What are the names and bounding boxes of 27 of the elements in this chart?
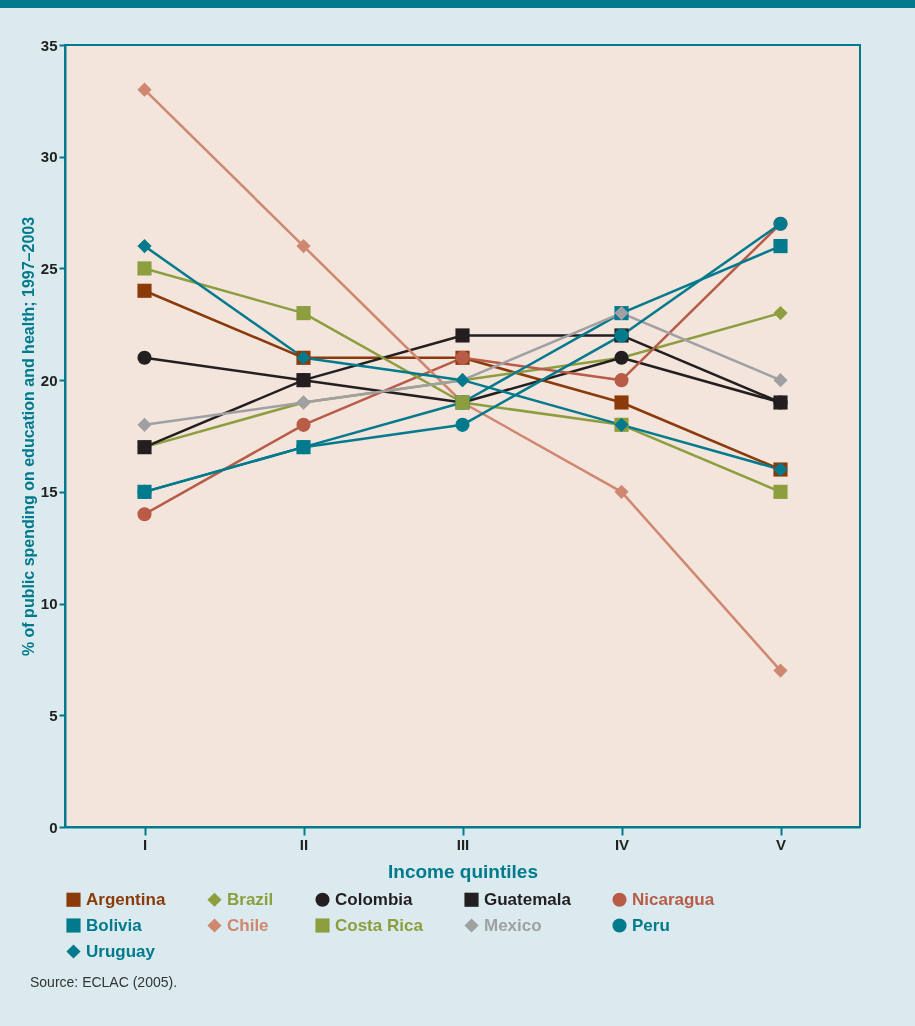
legend-label: Nicaragua: [632, 889, 715, 909]
y-tick-label: 0: [49, 818, 58, 836]
y-tick-label: 30: [40, 148, 58, 166]
y-tick-label: 20: [40, 371, 58, 389]
y-tick-label: 5: [49, 706, 58, 724]
x-tick-label: I: [142, 835, 148, 853]
x-tick-label: IV: [614, 835, 630, 853]
legend-label: Peru: [632, 915, 670, 935]
legend-label: Brazil: [227, 889, 274, 909]
legend-label: Argentina: [86, 889, 166, 909]
x-tick-label: V: [775, 835, 787, 853]
x-tick-label: III: [456, 835, 470, 853]
y-tick-label: 10: [40, 595, 58, 613]
legend-label: Guatemala: [484, 889, 572, 909]
y-tick-label: 35: [40, 36, 58, 54]
legend-label: Uruguay: [86, 941, 156, 961]
y-tick-label: 15: [40, 483, 58, 501]
y-tick-label: 25: [40, 259, 58, 277]
legend-label: Costa Rica: [335, 915, 424, 935]
y-axis-title: % of public spending on education and health; 1997–2003: [19, 216, 37, 657]
x-axis-title: Income quintiles: [388, 860, 538, 882]
x-tick-label: II: [299, 835, 309, 853]
legend-label: Chile: [227, 915, 269, 935]
legend-label: Colombia: [335, 889, 413, 909]
source-note: Source: ECLAC (2005).: [30, 974, 179, 990]
legend-label: Bolivia: [86, 915, 143, 935]
legend-label: Mexico: [484, 915, 542, 935]
